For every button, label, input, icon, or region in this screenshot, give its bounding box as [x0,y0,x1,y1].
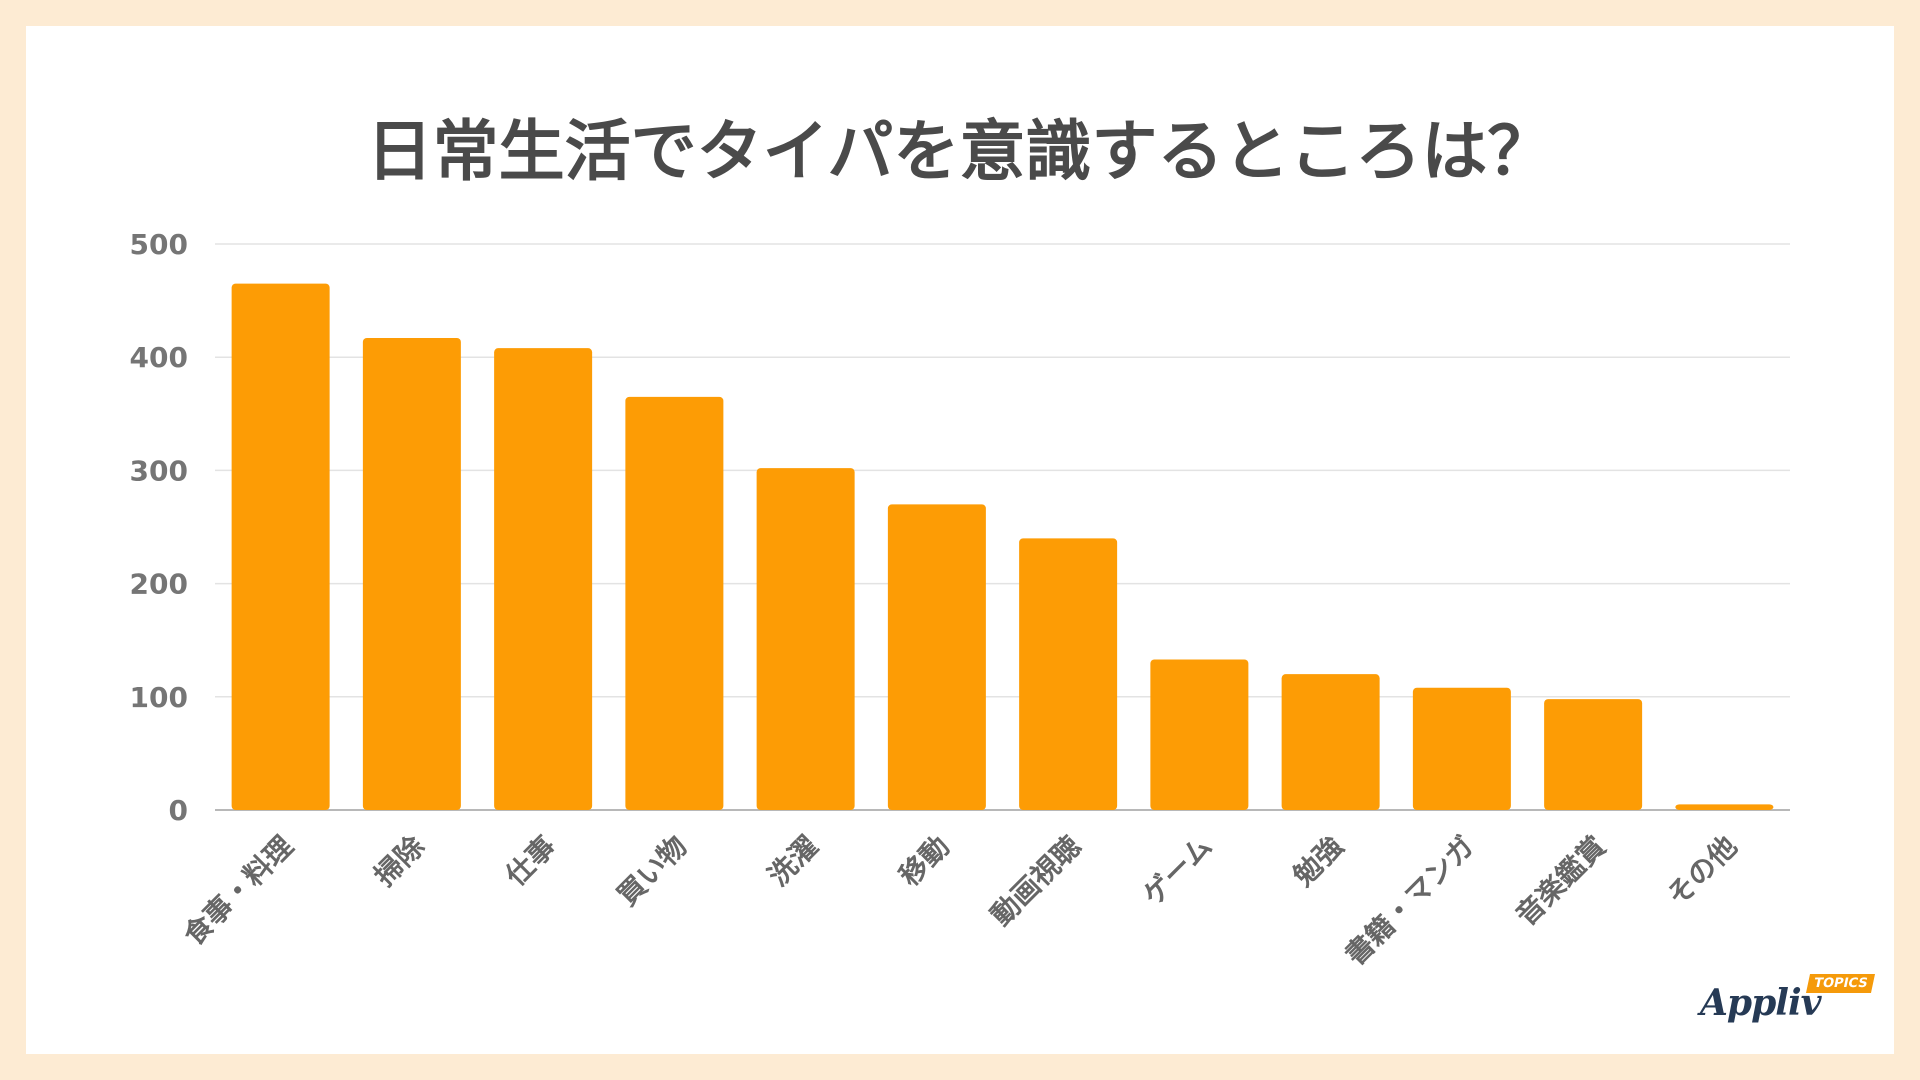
x-tick-label: 掃除 [368,829,432,893]
y-tick-label: 400 [130,341,188,374]
y-tick-label: 200 [130,568,188,601]
x-tick-label: 音楽鑑賞 [1510,830,1613,933]
grid-lines [215,243,1790,811]
chart-title: 日常生活でタイパを意識するところは？ [366,113,1554,190]
x-tick-label: 動画視聴 [985,830,1088,933]
x-tick-label: 書籍・マンガ [1339,830,1481,972]
y-tick-label: 300 [130,454,188,487]
bars [231,283,1774,810]
bar [1281,674,1380,810]
bar [494,348,593,810]
x-tick-label: その他 [1661,830,1744,913]
bar [1544,699,1643,810]
bar [625,396,724,810]
x-tick-label: 仕事 [498,830,562,894]
x-tick-label: 食事・料理 [177,830,299,952]
x-tick-label: 勉強 [1286,830,1350,894]
bar [1150,659,1249,810]
y-tick-label: 500 [130,228,188,261]
bar [1412,687,1511,810]
x-tick-label: 買い物 [611,830,694,913]
x-tick-label: 洗濯 [762,830,825,893]
bar [1019,538,1118,810]
x-tick-label: 移動 [893,830,956,893]
y-axis: 0 100 200 300 400 500 [130,228,188,827]
y-tick-label: 100 [130,681,188,714]
bar [887,504,986,810]
y-tick-label: 0 [169,794,188,827]
logo-word: Appliv [1700,982,1822,1024]
appliv-topics-logo: Appliv TOPICS [1700,974,1876,1032]
bar [756,468,855,810]
bar [1675,804,1774,810]
bar [362,337,461,810]
bar [231,283,330,810]
x-tick-label: ゲーム [1136,830,1218,912]
logo-badge: TOPICS [1805,974,1876,993]
